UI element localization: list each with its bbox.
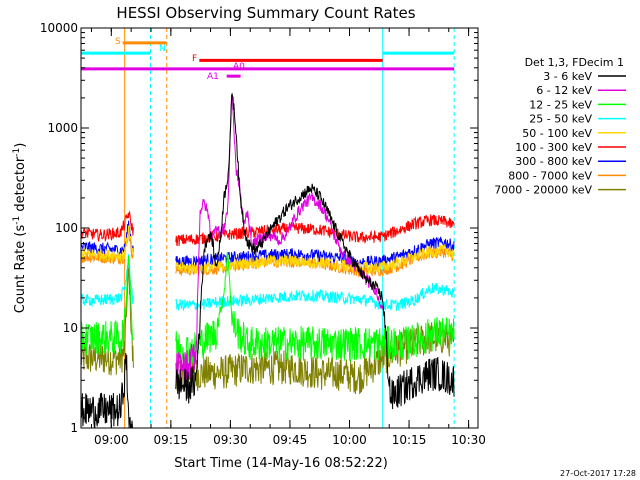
y-tick-label: 10 bbox=[63, 321, 78, 335]
chart-title: HESSI Observing Summary Count Rates bbox=[116, 4, 415, 22]
legend-label: 800 - 7000 keV bbox=[508, 169, 592, 182]
legend-label: 100 - 300 keV bbox=[515, 141, 592, 154]
legend-label: 50 - 100 keV bbox=[522, 127, 592, 140]
series-line-3-6keV bbox=[81, 93, 455, 428]
y-tick-label: 1000 bbox=[47, 121, 78, 135]
x-tick-label: 09:00 bbox=[94, 433, 129, 447]
flag-label-0: S bbox=[115, 37, 121, 47]
axes: 1 10 100 1000 10000 09:00 09:15 09:30 09:45 10:00… bbox=[40, 21, 486, 447]
legend-label: 12 - 25 keV bbox=[529, 98, 592, 111]
plot-area: S N F A1 A0 bbox=[81, 28, 455, 428]
legend-label: 300 - 800 keV bbox=[515, 155, 592, 168]
legend-label: 6 - 12 keV bbox=[536, 84, 592, 97]
x-tick-label: 09:30 bbox=[213, 433, 248, 447]
series-line-50-100keV bbox=[81, 225, 455, 275]
footer-date: 27-Oct-2017 17:28 bbox=[560, 469, 636, 478]
legend-header: Det 1,3, FDecim 1 bbox=[525, 56, 624, 69]
legend-label: 25 - 50 keV bbox=[529, 113, 592, 126]
x-tick-label: 09:45 bbox=[273, 433, 308, 447]
flag-label-2: F bbox=[192, 54, 197, 64]
series-line-100-300keV bbox=[81, 210, 455, 247]
x-tick-label: 10:00 bbox=[332, 433, 367, 447]
y-tick-label: 10000 bbox=[40, 21, 78, 35]
legend-label: 7000 - 20000 keV bbox=[494, 184, 592, 197]
flag-label-1: N bbox=[159, 44, 166, 54]
y-tick-label: 1 bbox=[70, 421, 78, 435]
y-tick-label: 100 bbox=[55, 221, 78, 235]
flag-label-4: A0 bbox=[233, 62, 245, 72]
legend-label: 3 - 6 keV bbox=[543, 70, 592, 83]
flag-label-3: A1 bbox=[207, 72, 219, 82]
series-line-12-25keV bbox=[81, 251, 455, 367]
series-line-7000-20000keV bbox=[81, 266, 455, 395]
x-axis-label: Start Time (14-May-16 08:52:22) bbox=[174, 456, 388, 471]
x-tick-label: 09:15 bbox=[154, 433, 189, 447]
x-tick-label: 10:30 bbox=[451, 433, 486, 447]
y-axis-label: Count Rate (s-1 detector-1) bbox=[12, 143, 28, 314]
x-tick-label: 10:15 bbox=[392, 433, 427, 447]
plot-clip-group bbox=[81, 28, 455, 428]
